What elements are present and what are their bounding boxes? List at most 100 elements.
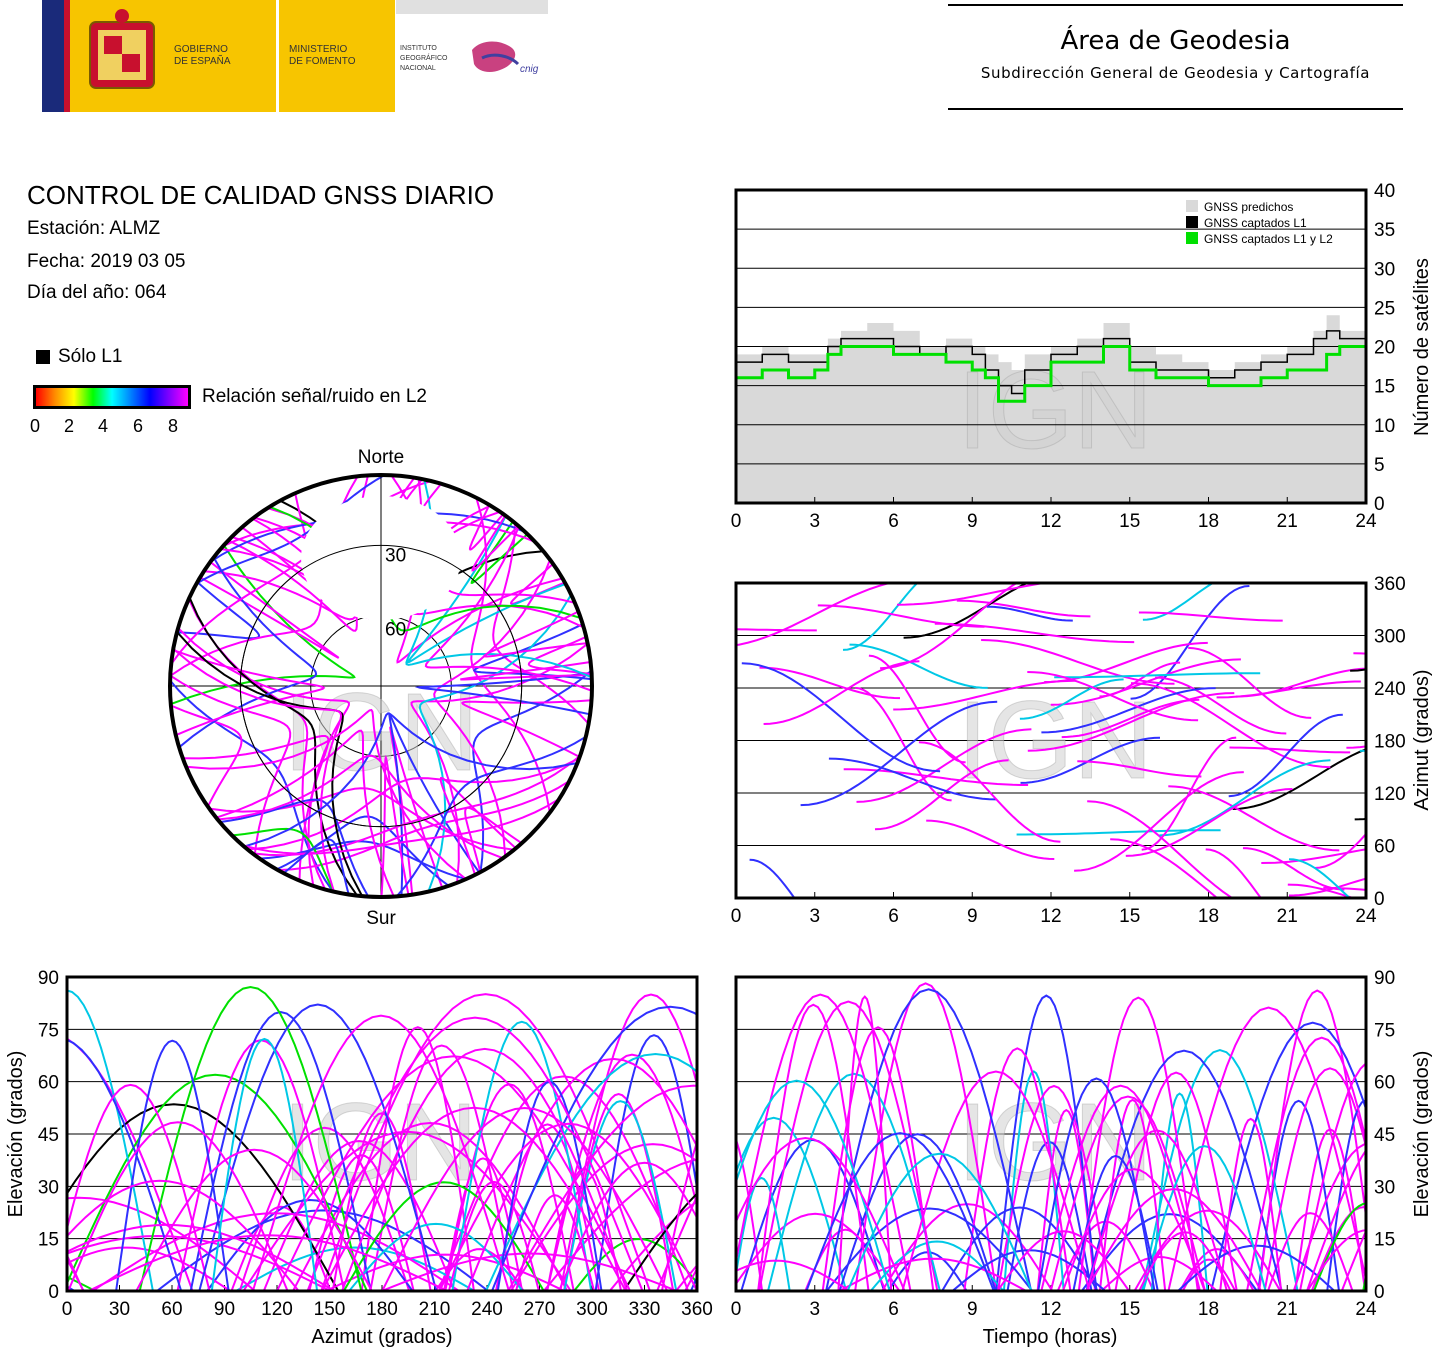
x-tick-label: 18 <box>1198 511 1219 532</box>
x-tick-label: 9 <box>967 511 978 532</box>
y-tick-label: 45 <box>1374 1125 1395 1146</box>
satellite-track <box>482 610 588 658</box>
satellite-track <box>231 827 335 893</box>
satellite-track <box>843 768 1029 786</box>
x-tick-label: 180 <box>366 1299 398 1320</box>
satellite-track <box>1019 678 1124 720</box>
satellite-track <box>1037 1077 1156 1291</box>
y-tick-label: 75 <box>1374 1020 1395 1041</box>
colorbar-label: Relación señal/ruido en L2 <box>202 386 427 407</box>
satellite-track <box>758 1000 939 1291</box>
satellite-track <box>856 728 1032 803</box>
satellite-track <box>177 627 350 886</box>
satellite-track <box>1232 748 1366 810</box>
satellite-track <box>156 1209 489 1291</box>
x-tick-label: 120 <box>261 1299 293 1320</box>
elevation-azimuth-chart: 0 30 60 90 120 150 180 210 240 270 300 330 360 0 15 30 4… <box>5 968 713 1348</box>
satellite-track <box>926 819 1055 860</box>
plot-frame <box>65 975 699 1293</box>
x-tick-label: 0 <box>62 1299 73 1320</box>
axis-title: Azimut (grados) <box>1411 669 1433 810</box>
satellite-track <box>1049 1095 1206 1291</box>
y-tick-label: 20 <box>1374 338 1395 359</box>
axis-title: Número de satélites <box>1411 258 1433 436</box>
satellite-track <box>438 1122 697 1291</box>
l1-swatch <box>36 350 50 364</box>
y-tick-label: 300 <box>1374 627 1406 648</box>
satellite-track <box>736 1176 791 1291</box>
satellite-track <box>759 666 901 700</box>
satellite-track <box>182 735 330 881</box>
satellite-track <box>1313 1202 1366 1291</box>
satellite-track <box>410 642 589 883</box>
y-tick-label: 40 <box>1374 181 1395 202</box>
satellite-track <box>821 1026 935 1291</box>
header-bottom-rule <box>948 108 1403 110</box>
legend-label: GNSS captados L1 y L2 <box>1204 232 1333 246</box>
satellite-track <box>485 1052 697 1291</box>
cnig-text: cnig <box>520 64 539 75</box>
x-tick-label: 12 <box>1040 906 1061 927</box>
satellite-track <box>1258 989 1366 1291</box>
axis-title: Azimut (grados) <box>311 1326 452 1348</box>
satellite-track <box>1263 1067 1366 1291</box>
satellite-track <box>839 1257 1027 1291</box>
satellite-track <box>1323 886 1366 891</box>
satellite-track <box>1050 658 1241 706</box>
y-tick-label: 0 <box>1374 494 1385 515</box>
satellite-track <box>1110 838 1219 898</box>
satellite-track <box>67 1121 289 1291</box>
satellite-track <box>736 1259 851 1291</box>
satellite-track <box>282 838 350 895</box>
satellite-track <box>934 622 1135 644</box>
satellite-track <box>660 1138 697 1291</box>
y-tick-label: 0 <box>1374 1282 1385 1303</box>
satellite-track <box>395 735 587 897</box>
satellite-track <box>1125 788 1293 857</box>
x-tick-label: 9 <box>967 906 978 927</box>
y-tick-label: 120 <box>1374 784 1406 805</box>
satellite-track <box>918 741 1061 843</box>
satellite-track <box>1072 1154 1159 1291</box>
satellite-track <box>198 1003 438 1291</box>
satellite-track <box>1246 1036 1366 1291</box>
satellite-track <box>215 729 395 897</box>
satellite-track <box>1142 583 1215 621</box>
svg-text:GEOGRÁFICO: GEOGRÁFICO <box>400 53 448 62</box>
satellite-track <box>67 1073 368 1291</box>
x-tick-label: 60 <box>161 1299 182 1320</box>
satellite-track <box>331 1112 432 1291</box>
satellite-track <box>838 1133 997 1291</box>
satellite-track <box>1299 1061 1366 1291</box>
satellite-track <box>67 1196 256 1291</box>
legend-l1-only: Sólo L1 <box>36 346 122 368</box>
satellite-track <box>736 1137 764 1291</box>
satellite-track <box>1288 858 1352 898</box>
x-tick-label: 18 <box>1198 1299 1219 1320</box>
satellite-track <box>527 635 592 676</box>
satellite-track <box>1054 672 1261 679</box>
x-tick-label: 15 <box>1119 1299 1140 1320</box>
header-subtitle: Subdirección General de Geodesia y Carto… <box>980 64 1371 82</box>
satellite-track <box>292 1121 569 1291</box>
satellite-track <box>1086 1129 1228 1291</box>
satellite-track <box>1085 1049 1283 1291</box>
satellite-track <box>855 686 952 802</box>
satellite-track <box>1061 1168 1206 1291</box>
station-label: Estación: ALMZ <box>27 218 161 239</box>
x-tick-label: 330 <box>629 1299 661 1320</box>
x-tick-label: 24 <box>1355 906 1377 927</box>
x-tick-label: 3 <box>809 1299 820 1320</box>
satellite-track <box>178 556 318 749</box>
ring-label-30: 30 <box>385 545 406 566</box>
eu-flag-band <box>42 0 64 112</box>
svg-text:NACIONAL: NACIONAL <box>400 65 436 72</box>
satellite-track <box>491 1005 697 1291</box>
x-tick-label: 3 <box>809 511 820 532</box>
plot-frame <box>734 581 1368 900</box>
satellite-track <box>893 679 1075 711</box>
legend-swatch <box>1186 216 1198 228</box>
satellite-track <box>1306 1229 1366 1291</box>
satellite-track <box>1077 760 1202 778</box>
satellite-track <box>1087 800 1235 898</box>
